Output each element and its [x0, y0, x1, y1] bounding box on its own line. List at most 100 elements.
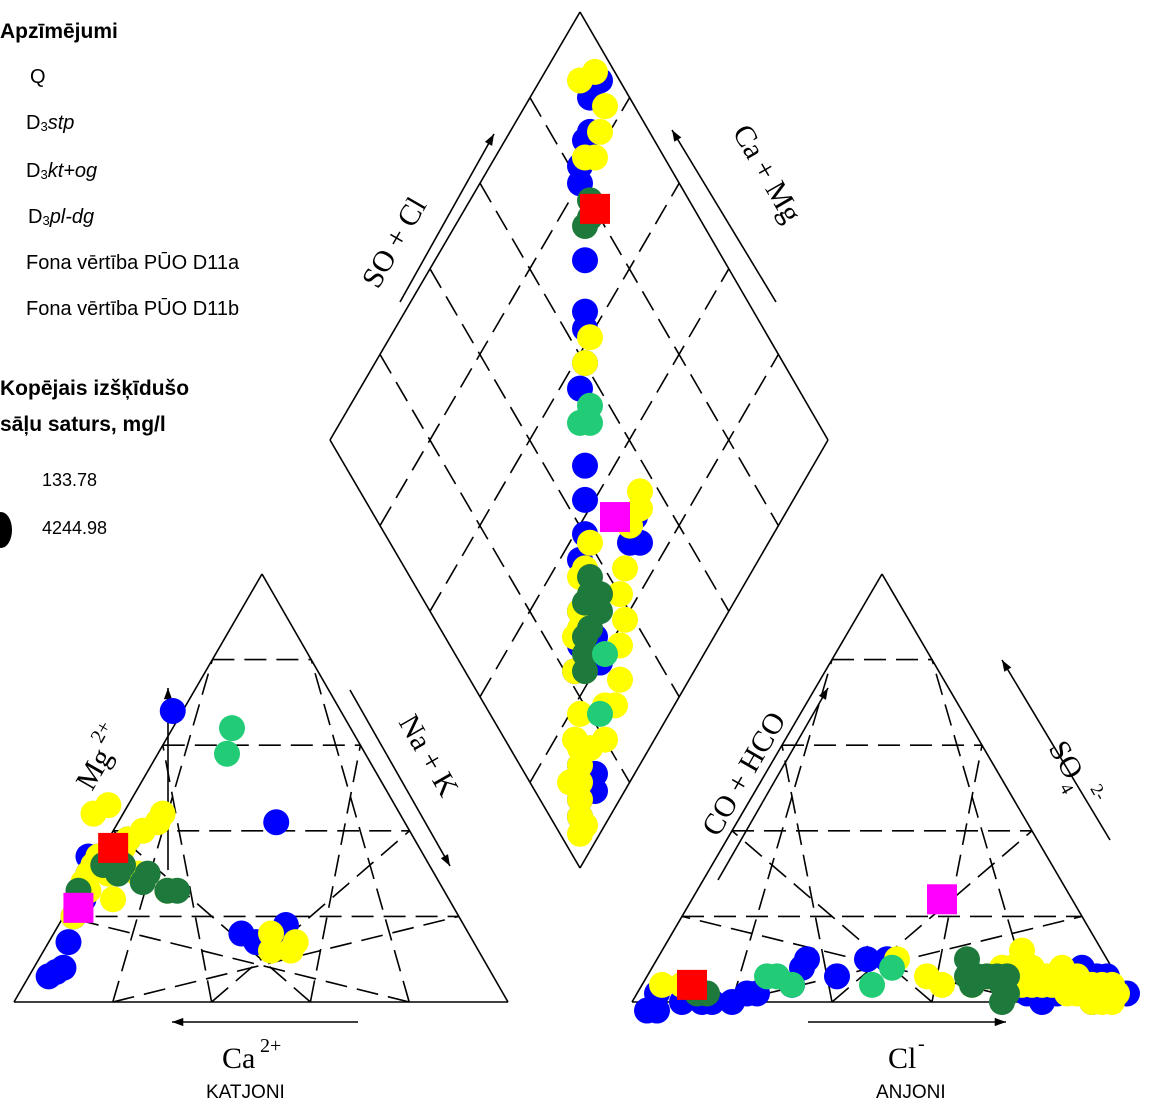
camg-arrow-head	[672, 130, 682, 142]
diamond-so4cl-axis-label: SO + Cl	[355, 192, 433, 294]
cl-label: Cl	[888, 1042, 916, 1075]
legend-item: Fona vērtība PŪO D11b	[26, 298, 239, 321]
so4-arrow-head	[1002, 660, 1012, 672]
anion-point	[954, 946, 980, 973]
legend-item-italic: kt+og	[47, 160, 98, 182]
cation-triangle-gridline	[309, 745, 362, 1003]
legend-item-italic: stp	[47, 112, 75, 134]
anion-point	[959, 971, 985, 998]
cation-triangle-edge	[13, 573, 263, 1003]
diamond-point	[572, 349, 598, 376]
anion-triangle-gridline	[931, 659, 1033, 1003]
legend-item: D3kt+og	[26, 160, 97, 183]
diamond-edge	[329, 439, 581, 869]
co3-arrow-head	[818, 688, 828, 700]
cation-point	[95, 792, 122, 819]
cation-ca-axis-label: Ca 2+	[222, 1035, 281, 1075]
mg-sup: 2+	[86, 717, 116, 746]
anion-point	[859, 971, 885, 998]
diamond-point	[572, 247, 598, 274]
co3-arrow	[717, 687, 829, 881]
legend-item: Q	[30, 66, 46, 89]
so4-sup: 2-	[1086, 780, 1111, 803]
diamond-point	[612, 555, 638, 582]
diamond-point	[607, 666, 633, 693]
diamond-point	[607, 581, 633, 608]
so4-cl-label: SO + Cl	[355, 192, 433, 294]
tds-title-line2: sāļu saturs, mg/l	[0, 413, 166, 436]
anjoni-caption: ANJONI	[876, 1082, 946, 1103]
cation-point	[263, 809, 290, 836]
anion-triangle-gridline	[781, 745, 833, 1003]
cation-point	[159, 697, 186, 724]
cation-point	[100, 886, 127, 913]
na-k-label: Na + K	[392, 709, 465, 802]
so4-sub: 4	[1056, 780, 1078, 798]
legend-item: D3pl-dg	[28, 206, 94, 229]
diamond-gridline	[529, 353, 780, 783]
diamond-point	[572, 812, 598, 839]
cation-nak-axis-label: Na + K	[392, 709, 465, 802]
ca-sup: 2+	[260, 1035, 281, 1057]
diamond-point	[567, 700, 593, 727]
diamond-gridline	[479, 182, 730, 612]
anion-point	[824, 963, 850, 990]
diamond-point	[572, 658, 598, 685]
legend-item: Fona vērtība PŪO D11a	[26, 252, 239, 275]
anion-point	[779, 971, 805, 998]
cation-point	[277, 937, 304, 964]
diamond-gridline	[429, 182, 680, 612]
legend-item-sub: 3	[42, 213, 50, 228]
so4cl-arrow	[399, 133, 495, 303]
cation-mg-axis-label: Mg 2+	[69, 717, 118, 796]
anion-point	[794, 946, 820, 973]
ca-label: Ca	[222, 1042, 255, 1075]
cl-arrow-head	[994, 1017, 1006, 1027]
diamond-gridline	[379, 353, 631, 783]
diamond-gridline	[479, 268, 730, 698]
diamond-edge	[579, 11, 829, 441]
anion-triangle-edge	[881, 573, 1133, 1003]
diamond-point	[587, 581, 613, 608]
cation-point	[219, 715, 245, 742]
diamond-point	[587, 118, 613, 145]
so4-arrow	[1001, 659, 1111, 841]
cation-point	[63, 892, 94, 923]
diamond-point	[592, 93, 618, 120]
size-small-label: 133.78	[42, 470, 98, 490]
cation-triangle-gridline	[211, 830, 411, 1003]
katjoni-caption: KATJONI	[206, 1082, 285, 1103]
mg-label: Mg	[69, 743, 118, 796]
anion-point	[879, 954, 905, 981]
cation-triangle-gridline	[162, 745, 213, 1003]
cation-point	[258, 937, 284, 964]
anion-point	[914, 963, 940, 990]
anion-triangle-gridline	[931, 745, 983, 1003]
tds-title-line1: Kopējais izšķīdušo	[0, 377, 190, 400]
so4cl-arrow-head	[484, 134, 494, 146]
diamond-gridline	[379, 97, 631, 527]
cation-triangle-gridline	[310, 659, 410, 1003]
legend-item-label: Q	[30, 66, 46, 88]
anion-point	[989, 971, 1015, 998]
cation-point	[164, 877, 191, 904]
legend-item-sub: 3	[40, 119, 48, 134]
anion-point	[854, 946, 880, 973]
nak-arrow-head	[440, 854, 450, 866]
cation-triangle-gridline	[112, 830, 311, 1003]
diamond-camg-axis-label: Ca + Mg	[726, 119, 808, 228]
diamond-point	[557, 769, 583, 796]
legend-item-label: D	[26, 160, 41, 182]
diamond-point	[567, 67, 593, 94]
data-points	[35, 58, 1140, 1024]
diamond-point	[572, 452, 598, 479]
size-large-label: 4244.98	[42, 518, 108, 538]
so4-label: SO	[1042, 735, 1090, 785]
legend-item-label: Fona vērtība PŪO D11a	[26, 252, 240, 274]
cation-point	[149, 800, 176, 827]
diamond-point	[572, 486, 598, 513]
anion-point	[1049, 954, 1075, 981]
diamond-edge	[579, 439, 829, 869]
cation-point	[228, 920, 255, 947]
anion-point	[677, 969, 707, 1000]
